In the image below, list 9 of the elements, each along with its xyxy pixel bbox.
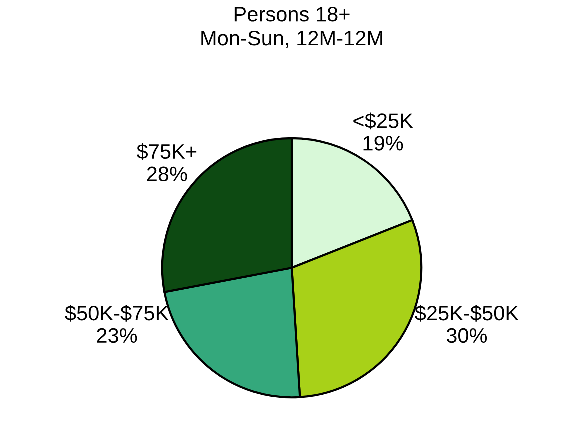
data-label: 19% — [364, 136, 404, 151]
slice-label: $75K+ — [136, 143, 197, 160]
slice-label: <$25K — [354, 112, 414, 130]
chart-title: Persons 18+ Mon-Sun, 12M-12M — [202, 7, 382, 48]
data-label: 23% — [97, 328, 138, 344]
slice-label: $25K-$50K — [415, 305, 519, 322]
slice-label: $50K-$75K — [65, 305, 169, 322]
data-label: 28% — [147, 166, 188, 182]
data-label: 30% — [446, 328, 488, 344]
